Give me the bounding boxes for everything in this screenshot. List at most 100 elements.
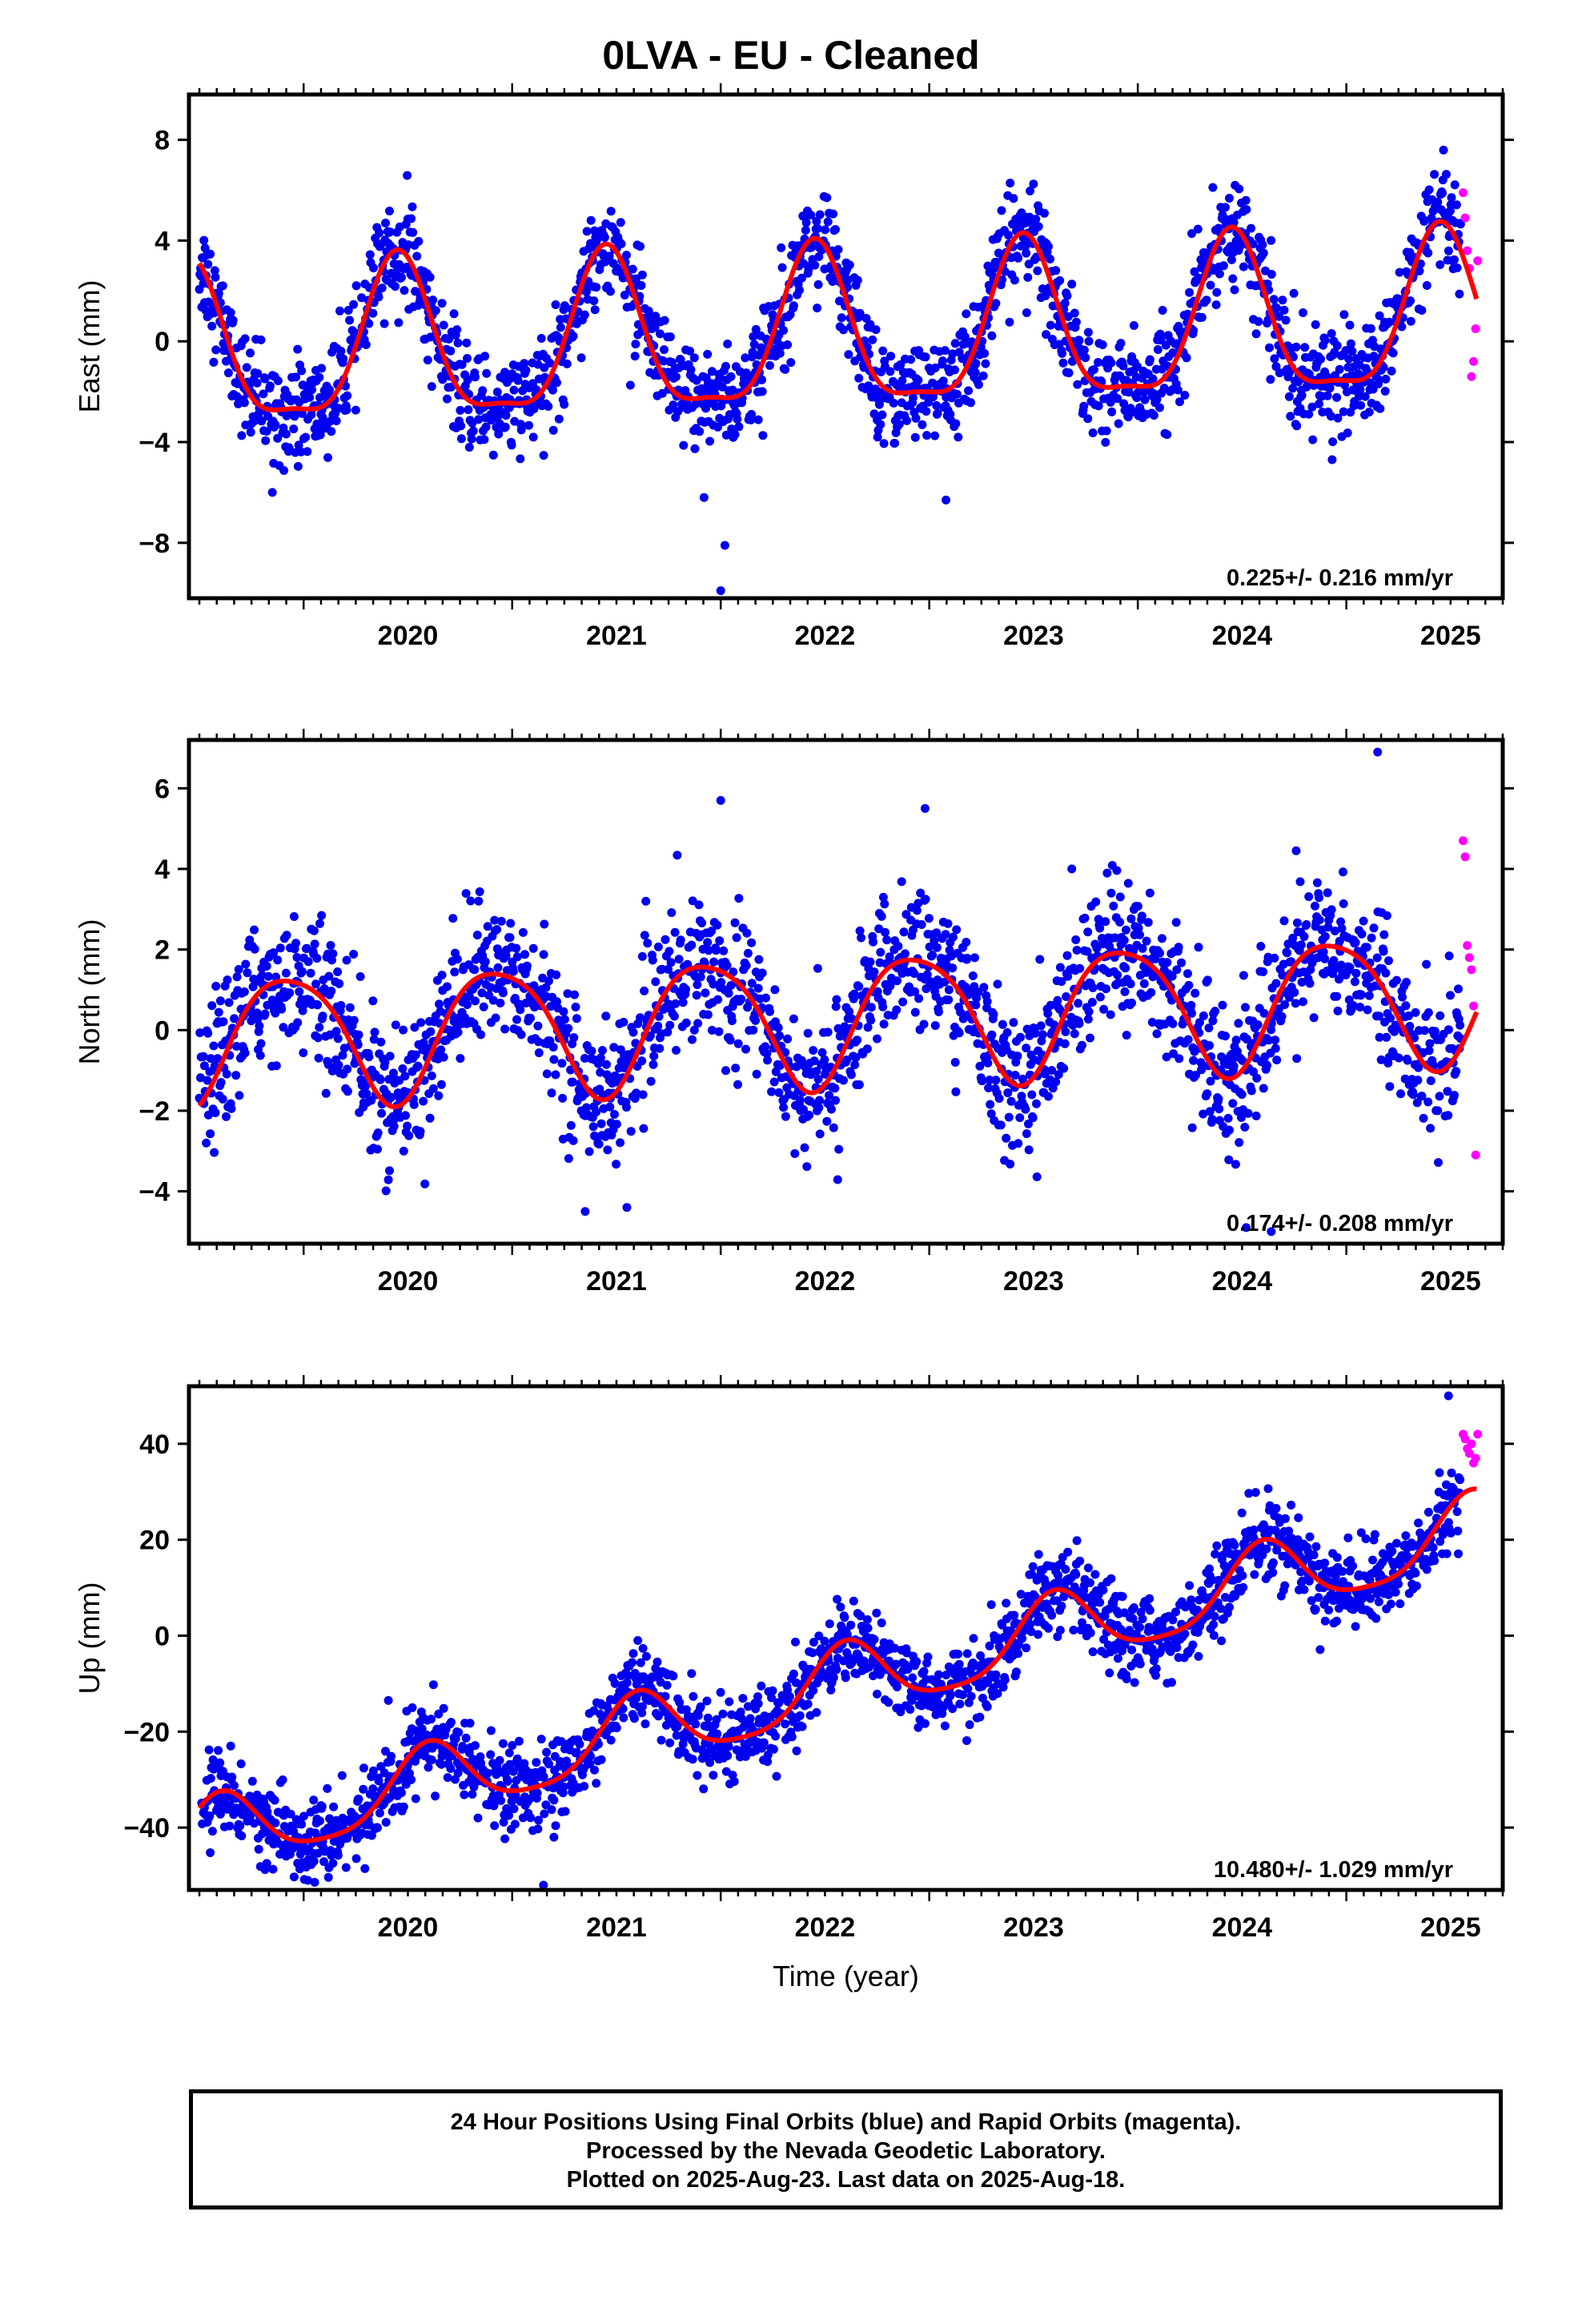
data-point [737,995,746,1004]
data-point [831,1002,841,1011]
data-point [1239,971,1248,980]
data-point [408,227,418,237]
data-point [231,1042,241,1051]
data-point [539,1772,548,1781]
data-point [510,1819,520,1829]
data-point [262,961,271,971]
data-point [431,306,440,316]
y-tick-label: 2 [155,935,170,966]
data-point [1214,1094,1223,1104]
data-point [919,1019,929,1029]
data-point [1042,330,1051,340]
data-point [1162,958,1172,967]
data-point [1084,336,1094,346]
data-point [385,1051,395,1061]
data-point [1405,1022,1415,1031]
data-point [660,345,669,355]
data-point [1194,943,1203,952]
data-point [1312,878,1322,887]
data-point [890,439,900,448]
data-point [1256,942,1266,951]
data-point [716,795,725,805]
data-point [381,1818,391,1827]
data-point [596,1119,606,1128]
data-point [452,955,462,964]
data-point [1086,1033,1094,1043]
data-point [416,1018,426,1027]
data-point [1172,965,1182,975]
data-point [747,938,757,947]
data-point [871,325,881,335]
data-point [516,1005,525,1015]
data-point [876,947,885,957]
data-point [293,1018,303,1027]
data-point [685,346,695,356]
data-point [707,927,717,936]
data-point [998,1019,1007,1029]
data-point [1183,969,1192,979]
data-point [1297,391,1307,400]
data-point [648,1059,658,1069]
data-point [514,1736,524,1746]
data-point [911,413,921,423]
rapid-point [1459,188,1468,198]
data-point [592,283,601,292]
x-tick-label: 2024 [1212,621,1273,651]
data-point [549,1055,559,1064]
data-point [278,1775,287,1784]
data-point [202,1138,211,1148]
data-point [628,1027,638,1037]
data-point [448,914,458,923]
data-point [1092,943,1102,953]
data-point [447,1718,456,1727]
data-point [498,1739,508,1748]
data-point [512,943,521,953]
data-point [606,287,615,296]
data-point [305,392,315,402]
data-point [253,368,263,378]
data-point [962,954,972,963]
data-point [383,1695,393,1705]
data-point [1071,317,1081,327]
data-point [1354,392,1363,401]
data-point [1302,920,1311,929]
data-point [594,1140,604,1149]
data-point [204,1745,214,1755]
data-point [962,309,971,319]
data-point [355,972,365,981]
data-point [524,420,533,430]
data-point [898,997,908,1007]
data-point [240,334,250,344]
data-point [520,950,529,959]
data-point [481,422,491,432]
data-point [1456,1020,1465,1030]
data-point [1408,1090,1418,1100]
data-point [534,1048,544,1058]
data-point [532,1788,542,1798]
data-point [1062,992,1071,1001]
data-point [720,541,729,550]
data-point [1229,1061,1239,1071]
data-point [1344,354,1354,364]
data-point [375,1075,385,1084]
data-point [483,1768,492,1778]
data-point [1231,1160,1240,1169]
data-point [1101,437,1110,447]
data-point [602,1059,611,1069]
data-point [250,944,259,954]
data-point [1450,180,1460,190]
data-point [665,947,674,956]
data-point [640,1719,650,1729]
data-point [713,920,722,930]
y-tick-label: 0 [155,327,170,357]
data-point [707,1026,717,1035]
data-point [480,435,489,444]
data-point [252,1790,262,1799]
data-point [765,360,774,370]
data-point [941,930,950,939]
data-point [1316,354,1326,364]
data-point [916,888,926,898]
data-point [331,1027,341,1036]
data-point [1082,947,1092,956]
